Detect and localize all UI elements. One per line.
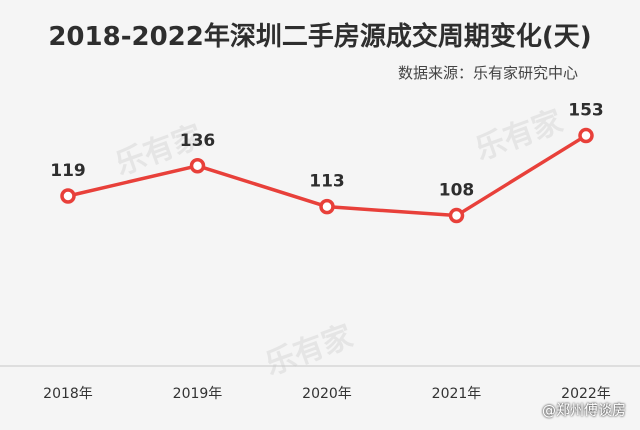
data-label: 136 [180,131,216,151]
data-labels: 119 136 113 108 153 [50,101,604,201]
data-point [448,207,465,224]
source-note: 数据来源：乐有家研究中心 [397,64,578,82]
data-label: 119 [50,161,86,181]
x-tick-label: 2018年 [43,386,93,402]
x-tick-label: 2020年 [302,386,352,402]
data-point [578,127,594,144]
data-label: 113 [309,172,345,192]
x-tick-labels: 2018年 2019年 2020年 2021年 2022年 [43,386,611,402]
data-label: 108 [439,181,475,201]
data-label: 153 [568,101,604,121]
x-tick-label: 2022年 [561,386,611,402]
data-point [60,188,76,204]
data-markers [60,127,594,224]
data-point [189,158,206,174]
credit-watermark: @郑州傅谈房 [542,403,626,419]
watermark-logo: 乐有家 [261,319,358,383]
data-point [319,198,335,215]
chart-title: 2018-2022年深圳二手房源成交周期变化(天) [48,22,592,52]
x-tick-label: 2019年 [173,386,223,402]
x-tick-label: 2021年 [432,386,482,402]
